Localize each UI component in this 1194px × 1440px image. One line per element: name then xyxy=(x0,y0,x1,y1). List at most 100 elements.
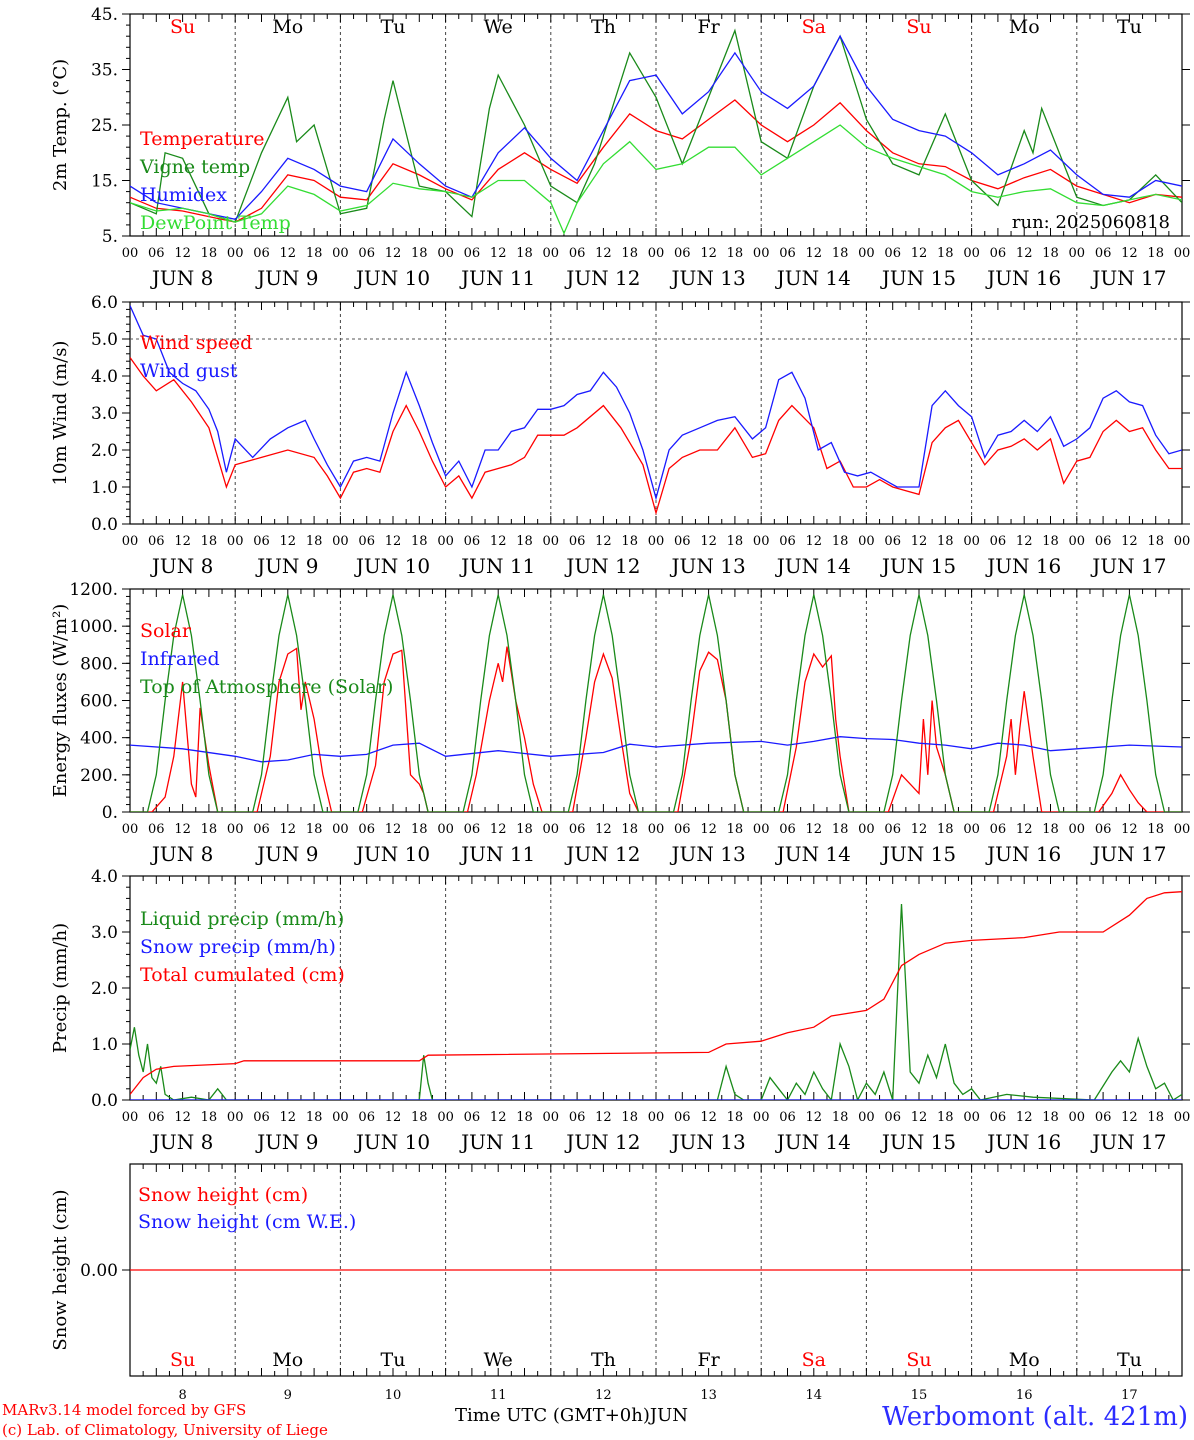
hour-tick-label: 12 xyxy=(280,534,297,549)
hour-tick-label: 00 xyxy=(858,246,875,261)
y-tick-label: 0.0 xyxy=(91,1091,118,1111)
hour-tick-label: 00 xyxy=(122,1110,139,1125)
model-credit: MARv3.14 model forced by GFS xyxy=(2,1401,247,1419)
hour-tick-label: 12 xyxy=(490,822,507,837)
hour-tick-label: 06 xyxy=(148,822,165,837)
hour-tick-label: 06 xyxy=(990,1110,1007,1125)
hour-tick-label: 00 xyxy=(963,534,980,549)
day-abbrev: Tu xyxy=(381,16,406,38)
date-label: JUN 8 xyxy=(150,1130,213,1154)
y-tick-label: 3.0 xyxy=(91,404,118,424)
day-abbrev: Tu xyxy=(1117,1349,1142,1371)
hour-tick-label: 00 xyxy=(1174,1110,1191,1125)
hour-tick-label: 12 xyxy=(1016,534,1033,549)
hour-tick-label: 00 xyxy=(963,822,980,837)
hour-tick-label: 18 xyxy=(201,1110,218,1125)
date-label: JUN 8 xyxy=(150,266,213,290)
hour-tick-label: 18 xyxy=(1147,246,1164,261)
hour-tick-label: 18 xyxy=(516,822,533,837)
hour-tick-label: 00 xyxy=(1174,246,1191,261)
date-label: JUN 11 xyxy=(459,1130,535,1154)
hour-tick-label: 18 xyxy=(1042,822,1059,837)
day-abbrev: We xyxy=(484,1349,513,1371)
hour-tick-label: 00 xyxy=(1069,822,1086,837)
hour-tick-label: 12 xyxy=(385,246,402,261)
hour-tick-label: 00 xyxy=(122,822,139,837)
hour-tick-label: 06 xyxy=(779,1110,796,1125)
month-label: JUN xyxy=(649,1405,689,1426)
hour-tick-label: 12 xyxy=(911,1110,928,1125)
date-label: JUN 14 xyxy=(775,1130,851,1154)
hour-tick-label: 06 xyxy=(1095,534,1112,549)
date-label: JUN 17 xyxy=(1090,554,1166,578)
hour-tick-label: 12 xyxy=(595,1110,612,1125)
hour-tick-label: 18 xyxy=(937,1110,954,1125)
hour-tick-label: 00 xyxy=(543,534,560,549)
day-abbrev: Fr xyxy=(697,16,720,38)
day-number-label: 11 xyxy=(490,1388,507,1403)
hour-tick-label: 12 xyxy=(1121,534,1138,549)
date-label: JUN 10 xyxy=(354,1130,430,1154)
hour-tick-label: 12 xyxy=(280,1110,297,1125)
date-label: JUN 12 xyxy=(564,842,640,866)
hour-tick-label: 06 xyxy=(569,534,586,549)
hour-tick-label: 18 xyxy=(727,246,744,261)
hour-tick-label: 00 xyxy=(332,822,349,837)
series-line-dewpoint-temp xyxy=(130,124,1182,235)
y-axis-label: Snow height (cm) xyxy=(50,1189,71,1350)
hour-tick-label: 18 xyxy=(1147,534,1164,549)
hour-tick-label: 18 xyxy=(411,246,428,261)
hour-tick-label: 06 xyxy=(1095,822,1112,837)
hour-tick-label: 18 xyxy=(411,822,428,837)
hour-tick-label: 18 xyxy=(1147,822,1164,837)
date-label: JUN 16 xyxy=(985,554,1061,578)
day-number-label: 9 xyxy=(284,1388,292,1403)
hour-tick-label: 06 xyxy=(569,1110,586,1125)
hour-tick-label: 12 xyxy=(911,534,928,549)
hour-tick-label: 00 xyxy=(648,1110,665,1125)
hour-tick-label: 18 xyxy=(621,822,638,837)
date-label: JUN 13 xyxy=(670,1130,746,1154)
hour-tick-label: 18 xyxy=(832,246,849,261)
hour-tick-label: 00 xyxy=(543,822,560,837)
hour-tick-label: 18 xyxy=(832,534,849,549)
y-tick-label: 0. xyxy=(102,803,118,823)
hour-tick-label: 18 xyxy=(621,1110,638,1125)
day-abbrev: Sa xyxy=(802,1349,826,1371)
y-axis-label: 10m Wind (m/s) xyxy=(50,341,71,486)
hour-tick-label: 06 xyxy=(990,822,1007,837)
hour-tick-label: 12 xyxy=(1121,1110,1138,1125)
hour-tick-label: 12 xyxy=(700,534,717,549)
hour-tick-label: 18 xyxy=(621,534,638,549)
day-number-label: 10 xyxy=(385,1388,402,1403)
hour-tick-label: 18 xyxy=(1147,1110,1164,1125)
legend-label: Vigne temp xyxy=(139,156,250,178)
time-axis-label: Time UTC (GMT+0h) xyxy=(455,1405,650,1426)
date-label: JUN 13 xyxy=(670,554,746,578)
legend-label: Solar xyxy=(140,620,192,642)
date-label: JUN 14 xyxy=(775,842,851,866)
day-abbrev: Mo xyxy=(1009,1349,1040,1371)
hour-tick-label: 18 xyxy=(937,822,954,837)
panel-wind: 0.0 1.0 2.0 3.0 4.0 5.0 6.0 10m Wind (m/s) Wind … xyxy=(50,293,1190,578)
hour-tick-label: 06 xyxy=(464,246,481,261)
hour-tick-label: 12 xyxy=(806,822,823,837)
day-abbrev: Su xyxy=(170,16,195,38)
hour-tick-label: 00 xyxy=(122,534,139,549)
hour-tick-label: 00 xyxy=(122,246,139,261)
panel-snow: 0.00 Snow height (cm) Snow height (cm) Snow… xyxy=(50,1163,1190,1403)
station-label: Werbomont (alt. 421m) xyxy=(882,1402,1188,1432)
series-line-top-of-atmosphere-solar- xyxy=(130,594,1182,812)
y-tick-label: 25. xyxy=(91,116,118,136)
hour-tick-label: 18 xyxy=(1042,534,1059,549)
hour-tick-label: 06 xyxy=(884,534,901,549)
hour-tick-label: 06 xyxy=(884,822,901,837)
day-abbrev: Mo xyxy=(1009,16,1040,38)
hour-tick-label: 00 xyxy=(437,246,454,261)
legend-label: Temperature xyxy=(140,128,264,150)
hour-tick-label: 00 xyxy=(227,1110,244,1125)
hour-tick-label: 18 xyxy=(727,1110,744,1125)
hour-tick-label: 06 xyxy=(674,246,691,261)
y-tick-label: 45. xyxy=(91,5,118,25)
